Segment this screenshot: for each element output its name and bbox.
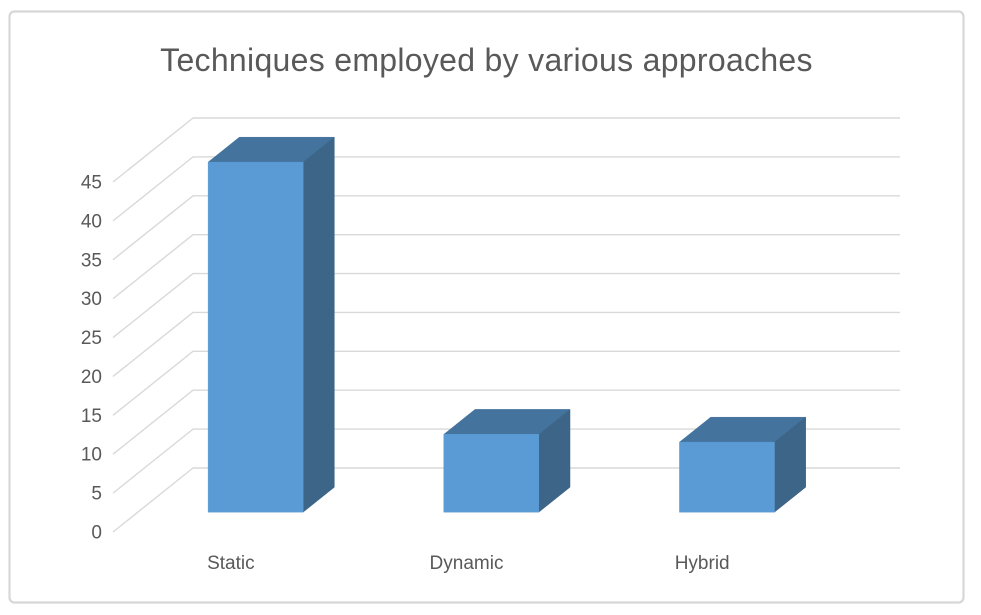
- bar-hybrid: [678, 416, 807, 513]
- gridline-25: [112, 272, 900, 339]
- y-axis-label-5: 5: [91, 484, 102, 505]
- bar-static-side-face: [302, 136, 335, 513]
- gridline-30: [112, 233, 900, 300]
- gridline-45: [112, 117, 900, 183]
- y-axis-label-25: 25: [81, 328, 102, 349]
- category-label-static: Static: [207, 553, 255, 574]
- bar-static-front-face: [207, 161, 304, 513]
- y-axis-label-40: 40: [81, 211, 102, 232]
- y-axis-label-0: 0: [91, 523, 102, 544]
- y-axis-label-15: 15: [81, 406, 102, 427]
- bar-hybrid-front-face: [679, 441, 775, 513]
- y-axis-label-45: 45: [81, 173, 102, 194]
- gridline-10: [112, 389, 900, 455]
- gridline-20: [112, 311, 900, 377]
- chart-title: Techniques employed by various approache…: [160, 42, 813, 78]
- chart-border: [8, 10, 965, 604]
- gridline-5: [112, 428, 900, 494]
- y-axis-label-10: 10: [81, 445, 102, 466]
- category-label-hybrid: Hybrid: [675, 553, 730, 574]
- category-label-dynamic: Dynamic: [430, 553, 504, 574]
- y-axis-label-20: 20: [81, 367, 102, 388]
- gridlines-group: [112, 117, 900, 533]
- bar-dynamic: [443, 408, 571, 513]
- gridline-35: [112, 195, 900, 261]
- gridline-40: [112, 156, 900, 222]
- gridline-15: [112, 350, 900, 416]
- bars-group: [207, 136, 807, 513]
- bar-static: [207, 136, 336, 513]
- bar-dynamic-front-face: [443, 434, 540, 513]
- y-axis-label-30: 30: [81, 289, 102, 310]
- gridline-0: [112, 467, 900, 533]
- labels-group: 0 5 10 15 20 25 30 35 40 45 Static Dynamic Hybrid: [81, 173, 730, 575]
- y-axis-label-35: 35: [81, 250, 102, 271]
